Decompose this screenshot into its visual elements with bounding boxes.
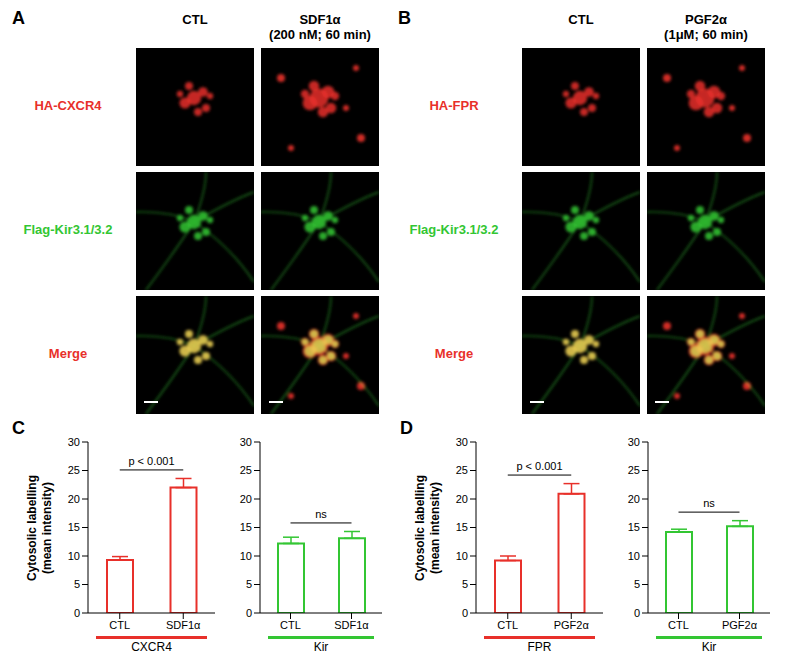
html-text:PGF2α: PGF2α (685, 12, 727, 27)
html-text:HA-FPR: HA-FPR (429, 98, 479, 113)
svg-text:p < 0.001: p < 0.001 (128, 455, 174, 467)
svg-text:5: 5 (634, 578, 640, 590)
svg-text:10: 10 (628, 550, 640, 562)
svg-text:30: 30 (240, 436, 252, 448)
html-text:SDF1α: SDF1α (299, 12, 341, 27)
svg-text:20: 20 (240, 493, 252, 505)
svg-text:0: 0 (462, 607, 468, 619)
html-text:Cytosolic labelling: Cytosolic labelling (25, 474, 39, 581)
svg-text:20: 20 (68, 493, 80, 505)
html-text:(200 nM; 60 min): (200 nM; 60 min) (269, 27, 371, 42)
svg-text:CTL: CTL (280, 619, 301, 631)
html-text:Kir: Kir (313, 640, 329, 654)
svg-text:15: 15 (68, 521, 80, 533)
svg-text:0: 0 (634, 607, 640, 619)
html-text:(1μM; 60 min): (1μM; 60 min) (664, 27, 748, 42)
html-text:(mean intensity): (mean intensity) (428, 481, 442, 574)
svg-text:5: 5 (462, 578, 468, 590)
svg-text:15: 15 (456, 521, 468, 533)
html-text:B: B (398, 8, 411, 28)
svg-text:10: 10 (240, 550, 252, 562)
svg-text:25: 25 (628, 464, 640, 476)
html-text:D: D (400, 418, 413, 438)
svg-text:15: 15 (240, 521, 252, 533)
html-text:CTL: CTL (568, 12, 594, 27)
svg-text:10: 10 (456, 550, 468, 562)
html-text:FPR: FPR (527, 640, 552, 654)
html-text:Kir: Kir (701, 640, 717, 654)
svg-text:CTL: CTL (109, 619, 130, 631)
html-text:Flag-Kir3.1/3.2: Flag-Kir3.1/3.2 (409, 222, 499, 237)
svg-text:25: 25 (456, 464, 468, 476)
svg-text:0: 0 (246, 607, 252, 619)
html-text:Flag-Kir3.1/3.2: Flag-Kir3.1/3.2 (23, 222, 113, 237)
svg-text:30: 30 (68, 436, 80, 448)
svg-text:10: 10 (68, 550, 80, 562)
svg-text:CTL: CTL (668, 619, 689, 631)
svg-text:25: 25 (240, 464, 252, 476)
html-text:Merge: Merge (48, 346, 88, 361)
svg-text:25: 25 (68, 464, 80, 476)
html-text:CXCR4: CXCR4 (131, 640, 172, 654)
svg-text:ns: ns (315, 508, 327, 520)
svg-text:15: 15 (628, 521, 640, 533)
html-text:HA-CXCR4: HA-CXCR4 (34, 98, 102, 113)
html-text:(mean intensity): (mean intensity) (40, 481, 54, 574)
html-text:C: C (12, 418, 25, 438)
svg-text:0: 0 (74, 607, 80, 619)
svg-text:30: 30 (456, 436, 468, 448)
svg-text:SDF1α: SDF1α (334, 619, 369, 631)
svg-text:PGF2α: PGF2α (554, 619, 590, 631)
svg-text:5: 5 (246, 578, 252, 590)
svg-text:p < 0.001: p < 0.001 (516, 460, 562, 472)
svg-text:30: 30 (628, 436, 640, 448)
svg-text:20: 20 (628, 493, 640, 505)
svg-text:CTL: CTL (497, 619, 518, 631)
svg-text:PGF2α: PGF2α (722, 619, 758, 631)
html-text:Merge: Merge (434, 346, 474, 361)
svg-text:5: 5 (74, 578, 80, 590)
svg-text:20: 20 (456, 493, 468, 505)
svg-text:ns: ns (703, 497, 715, 509)
html-text:A: A (12, 8, 25, 28)
html-text:Cytosolic labelling: Cytosolic labelling (413, 474, 427, 581)
svg-text:SDF1α: SDF1α (166, 619, 201, 631)
html-text:CTL: CTL (182, 12, 208, 27)
